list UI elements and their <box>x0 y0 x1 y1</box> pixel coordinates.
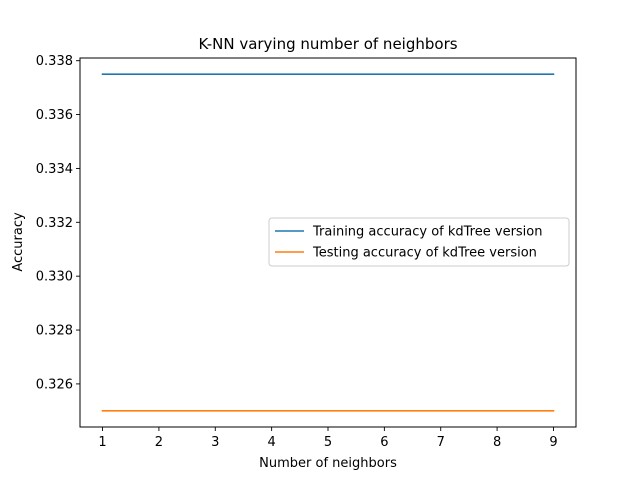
y-tick-label: 0.332 <box>36 216 73 231</box>
x-tick-label: 3 <box>211 435 219 450</box>
x-tick-label: 1 <box>98 435 106 450</box>
legend: Training accuracy of kdTree version Testi… <box>268 217 570 267</box>
legend-box <box>268 217 570 267</box>
series-layer <box>101 73 555 412</box>
legend-label-2: Testing accuracy of kdTree version <box>312 246 537 261</box>
x-axis: 1 2 3 4 5 6 7 8 9 <box>98 427 558 450</box>
chart-title: K-NN varying number of neighbors <box>198 35 457 53</box>
legend-label-1: Training accuracy of kdTree version <box>312 225 543 240</box>
y-axis: 0.326 0.328 0.330 0.332 0.334 0.336 0.338 <box>36 54 80 392</box>
y-tick-label: 0.328 <box>36 324 73 339</box>
y-tick-label: 0.330 <box>36 270 73 285</box>
y-axis-label: Accuracy <box>11 212 26 272</box>
x-tick-label: 4 <box>267 435 275 450</box>
y-tick-label: 0.336 <box>36 108 73 123</box>
y-tick-label: 0.338 <box>36 54 73 69</box>
x-tick-label: 9 <box>549 435 557 450</box>
x-tick-label: 6 <box>380 435 388 450</box>
x-tick-label: 5 <box>324 435 332 450</box>
x-tick-label: 8 <box>493 435 501 450</box>
y-tick-label: 0.334 <box>36 162 73 177</box>
x-tick-label: 2 <box>155 435 163 450</box>
x-axis-label: Number of neighbors <box>259 456 397 471</box>
y-tick-label: 0.326 <box>36 377 73 392</box>
x-tick-label: 7 <box>437 435 445 450</box>
